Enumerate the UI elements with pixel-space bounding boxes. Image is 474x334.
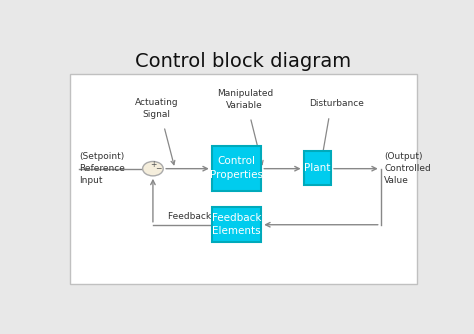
Text: Control
Properties: Control Properties	[210, 156, 263, 180]
Bar	[70, 73, 418, 285]
Text: Feedback Signal: Feedback Signal	[168, 212, 242, 221]
Text: +: +	[150, 160, 156, 169]
Circle shape	[143, 161, 163, 176]
Bar	[212, 146, 261, 190]
Text: Actuating
Signal: Actuating Signal	[135, 98, 178, 119]
Text: Manipulated
Variable: Manipulated Variable	[217, 89, 273, 110]
Text: (Setpoint)
Reference
Input: (Setpoint) Reference Input	[80, 152, 125, 185]
Text: Plant: Plant	[304, 163, 330, 173]
Text: (Output)
Controlled
Value: (Output) Controlled Value	[384, 152, 431, 185]
Text: Control block diagram: Control block diagram	[135, 52, 351, 71]
Text: Disturbance: Disturbance	[309, 99, 364, 108]
Bar	[212, 207, 261, 242]
Text: Feedback
Elements: Feedback Elements	[212, 213, 261, 236]
Bar	[303, 151, 331, 185]
Text: −: −	[155, 164, 162, 173]
